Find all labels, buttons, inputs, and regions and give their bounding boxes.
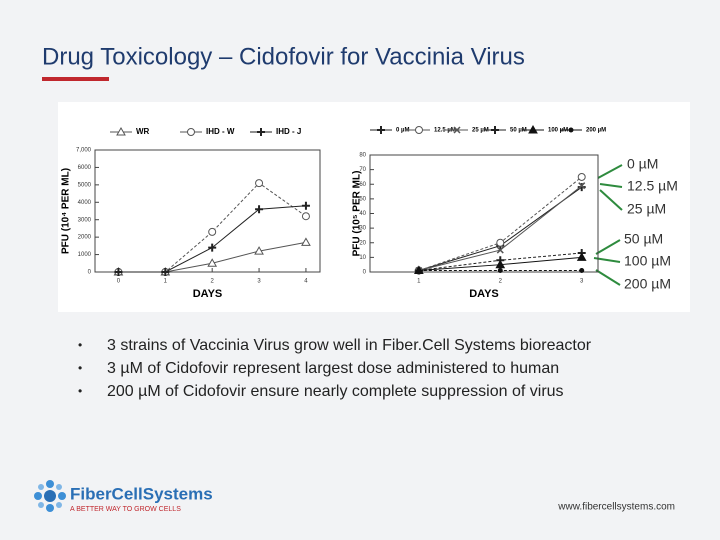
marker	[116, 126, 126, 136]
y-tick-label: 3000	[78, 217, 92, 223]
annotation-label: 12.5 µM	[627, 178, 678, 194]
x-axis-label: DAYS	[469, 288, 499, 300]
annotation-arrows	[593, 164, 623, 286]
marker	[577, 172, 586, 181]
marker	[301, 237, 311, 246]
bullet: 3 µM of Cidofovir represent largest dose…	[78, 357, 638, 380]
y-tick-label: 30	[359, 226, 366, 232]
legend-label: 50 µM	[510, 128, 527, 134]
marker	[301, 201, 310, 210]
marker	[255, 205, 264, 214]
y-tick-label: 1000	[78, 252, 92, 258]
marker	[208, 227, 217, 236]
y-axis-label: PFU (10⁵ PER ML)	[352, 171, 363, 257]
x-tick-label: 3	[257, 279, 261, 285]
legend-label: 12.5 µM	[434, 128, 456, 134]
marker	[415, 126, 423, 134]
bullet: 3 strains of Vaccinia Virus grow well in…	[78, 334, 638, 357]
y-tick-label: 0	[363, 270, 367, 276]
website: www.fibercellsystems.com	[557, 502, 675, 513]
marker	[576, 252, 587, 261]
legend-label: IHD - J	[276, 127, 301, 136]
logo-tagline: A BETTER WAY TO GROW CELLS	[70, 506, 181, 513]
marker	[496, 238, 505, 247]
bullet-list: 3 strains of Vaccinia Virus grow well in…	[78, 334, 638, 403]
y-tick-label: 40	[359, 211, 366, 217]
x-tick-label: 3	[580, 279, 584, 285]
marker	[579, 268, 585, 274]
y-tick-label: 20	[359, 240, 366, 246]
figure-background	[58, 102, 690, 312]
marker	[577, 183, 586, 192]
x-tick-label: 4	[304, 279, 308, 285]
marker	[528, 124, 538, 134]
y-tick-label: 4000	[78, 200, 92, 206]
logo-name: FiberCellSystems	[70, 484, 213, 503]
annotation-label: 25 µM	[627, 201, 666, 217]
plot-frame	[94, 149, 321, 273]
annotation-label: 200 µM	[624, 276, 671, 292]
marker	[416, 268, 422, 274]
marker	[255, 179, 264, 188]
marker	[187, 128, 195, 136]
slide-title: Drug Toxicology – Cidofovir for Vaccinia…	[42, 43, 525, 70]
y-tick-label: 60	[359, 182, 366, 188]
legend-label: 25 µM	[472, 128, 489, 134]
annotation-label: 50 µM	[624, 231, 663, 247]
x-axis-label: DAYS	[193, 288, 223, 300]
x-tick-label: 2	[499, 279, 503, 285]
x-tick-label: 0	[117, 279, 121, 285]
marker	[208, 243, 217, 252]
marker	[496, 246, 504, 254]
marker	[568, 127, 574, 133]
y-tick-label: 2000	[78, 235, 92, 241]
logo	[34, 480, 66, 512]
marker	[161, 268, 170, 276]
y-tick-label: 50	[359, 196, 366, 202]
title-underline	[42, 77, 109, 81]
marker	[453, 126, 461, 134]
annotation-label: 100 µM	[624, 253, 671, 269]
y-axis-label: PFU (10⁴ PER ML)	[61, 168, 72, 254]
marker	[578, 182, 586, 190]
marker	[114, 268, 123, 276]
y-tick-label: 5000	[78, 182, 92, 188]
annotation-label: 0 µM	[627, 156, 658, 172]
y-tick-label: 0	[88, 270, 92, 276]
marker	[301, 212, 310, 221]
marker	[497, 268, 503, 274]
marker	[495, 259, 506, 269]
marker	[491, 126, 499, 134]
marker	[207, 258, 218, 267]
legend-label: IHD - W	[206, 127, 235, 136]
legend-label: 100 µM	[548, 128, 568, 134]
bullet: 200 µM of Cidofovir ensure nearly comple…	[78, 380, 638, 403]
y-tick-label: 80	[359, 153, 366, 159]
x-tick-label: 1	[164, 279, 168, 285]
marker	[257, 128, 265, 136]
legend-label: 200 µM	[586, 128, 606, 134]
x-tick-label: 1	[417, 279, 421, 285]
y-tick-label: 70	[359, 167, 366, 173]
marker	[377, 126, 385, 134]
y-tick-label: 10	[359, 255, 366, 261]
marker	[254, 246, 264, 255]
legend-label: 0 µM	[396, 128, 409, 134]
legend-label: WR	[136, 127, 150, 136]
y-tick-label: 7,000	[76, 148, 92, 154]
y-tick-label: 6000	[78, 165, 92, 171]
x-tick-label: 2	[211, 279, 215, 285]
